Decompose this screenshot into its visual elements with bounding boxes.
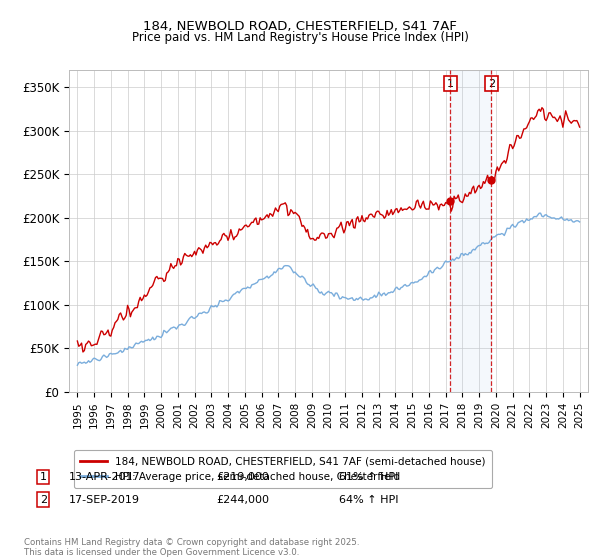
- Text: 1: 1: [40, 472, 47, 482]
- Text: 64% ↑ HPI: 64% ↑ HPI: [339, 494, 398, 505]
- Text: £219,000: £219,000: [216, 472, 269, 482]
- Text: 61% ↑ HPI: 61% ↑ HPI: [339, 472, 398, 482]
- Legend: 184, NEWBOLD ROAD, CHESTERFIELD, S41 7AF (semi-detached house), HPI: Average pri: 184, NEWBOLD ROAD, CHESTERFIELD, S41 7AF…: [74, 450, 491, 488]
- Text: £244,000: £244,000: [216, 494, 269, 505]
- Text: 13-APR-2017: 13-APR-2017: [69, 472, 140, 482]
- Text: 2: 2: [488, 78, 495, 88]
- Text: Contains HM Land Registry data © Crown copyright and database right 2025.
This d: Contains HM Land Registry data © Crown c…: [24, 538, 359, 557]
- Text: Price paid vs. HM Land Registry's House Price Index (HPI): Price paid vs. HM Land Registry's House …: [131, 31, 469, 44]
- Text: 184, NEWBOLD ROAD, CHESTERFIELD, S41 7AF: 184, NEWBOLD ROAD, CHESTERFIELD, S41 7AF: [143, 20, 457, 32]
- Bar: [451, 70, 491, 392]
- Text: 1: 1: [447, 78, 454, 88]
- Text: 17-SEP-2019: 17-SEP-2019: [69, 494, 140, 505]
- Text: 2: 2: [40, 494, 47, 505]
